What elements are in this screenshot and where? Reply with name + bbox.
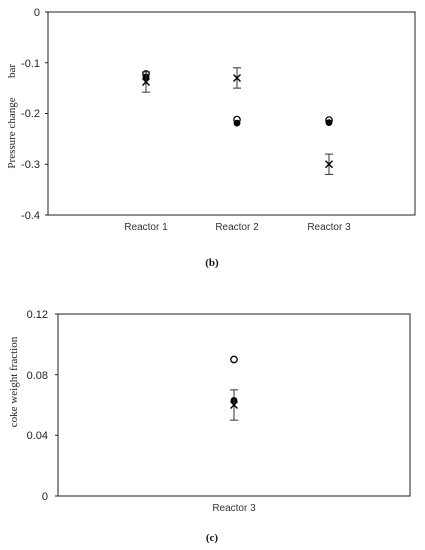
chart-b: 0 -0.1 -0.2 -0.3 -0.4 Reactor 1 Reactor …	[6, 7, 416, 269]
chart-c-s2-p0-cross-b	[230, 401, 238, 409]
chart-b-category-0: Reactor 1	[124, 222, 168, 233]
chart-c-ytick-0: 0.12	[27, 309, 48, 321]
chart-b-s2-p2-cross-b	[325, 160, 333, 169]
chart-c-caption: (c)	[206, 532, 219, 544]
chart-b-category-1: Reactor 2	[215, 222, 259, 233]
chart-c-category-0: Reactor 3	[212, 503, 256, 514]
chart-b-marks	[45, 11, 333, 216]
chart-c-ylabel: coke weight fraction	[8, 336, 20, 427]
chart-b-ytick-3: -0.3	[21, 159, 40, 171]
chart-b-ytick-4: -0.4	[21, 210, 40, 222]
chart-c-ytick-1: 0.08	[27, 370, 48, 382]
chart-c-s0-p0-open-circle	[230, 355, 238, 364]
chart-b-category-2: Reactor 3	[307, 222, 351, 233]
chart-c-ytick-2: 0.04	[27, 430, 48, 442]
chart-b-s1-p1-filled-circle	[233, 119, 241, 127]
chart-b-yunit: bar	[6, 64, 18, 78]
chart-b-s1-p2-filled-circle	[325, 119, 333, 127]
chart-c-marks	[55, 313, 238, 497]
chart-c-ytick-3: 0	[42, 491, 48, 503]
chart-c-plot-area	[57, 313, 411, 497]
chart-b-s2-p1-cross-b	[233, 73, 241, 82]
chart-b-s2-p0-cross-b	[142, 78, 150, 87]
chart-b-caption: (b)	[205, 257, 219, 269]
chart-c: 0.12 0.08 0.04 0 Reactor 3 coke weight f…	[8, 309, 411, 544]
chart-b-plot-area	[47, 11, 416, 216]
chart-b-ytick-0: 0	[34, 7, 40, 19]
chart-b-ylabel: Pressure change	[6, 97, 18, 168]
chart-b-ytick-2: -0.2	[21, 108, 40, 120]
chart-b-ytick-1: -0.1	[21, 58, 40, 70]
